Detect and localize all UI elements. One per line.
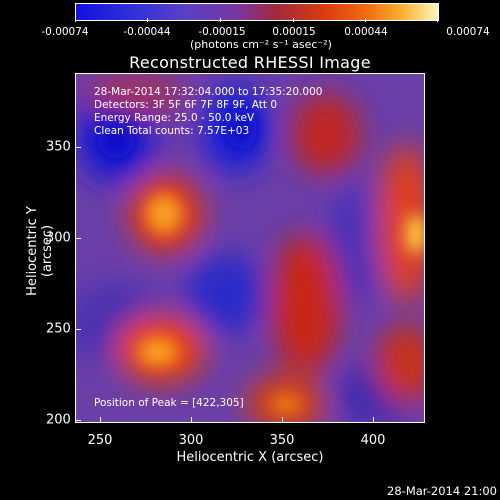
x-tick-label: 400: [360, 433, 386, 448]
y-tick-label: 250: [46, 321, 71, 337]
y-tick: [75, 238, 81, 239]
colorbar-tick-label: -0.00015: [198, 26, 246, 38]
x-tick-label: 350: [269, 433, 295, 448]
y-tick: [75, 147, 81, 148]
x-tick-label: 250: [87, 433, 113, 448]
y-tick-label: 300: [46, 230, 71, 246]
info-clean: Clean Total counts: 7.57E+03: [94, 125, 250, 137]
rhessi-image: 28-Mar-2014 17:32:04.000 to 17:35:20.000…: [75, 73, 425, 423]
y-tick-label: 350: [46, 139, 71, 155]
footer-timestamp: 28-Mar-2014 21:00: [387, 484, 497, 498]
colorbar-tick-label: -0.00044: [123, 26, 171, 38]
y-axis-label: Heliocentric Y (arcsec): [25, 206, 55, 296]
colorbar-tick-label: 0.00015: [272, 26, 316, 38]
info-time: 28-Mar-2014 17:32:04.000 to 17:35:20.000: [94, 86, 323, 98]
colorbar-tick-label: 0.00074: [446, 26, 490, 38]
x-tick: [282, 417, 283, 423]
heatmap-image: [76, 74, 424, 422]
x-tick: [191, 417, 192, 423]
colorbar-tick-label: -0.00074: [41, 26, 89, 38]
x-tick: [373, 417, 374, 423]
info-energy: Energy Range: 25.0 - 50.0 keV: [94, 112, 255, 124]
y-tick-label: 200: [46, 412, 71, 428]
colorbar-tick-label: 0.00044: [344, 26, 388, 38]
colorbar-ticks: [75, 0, 439, 30]
colorbar: [75, 3, 439, 21]
x-tick-label: 300: [178, 433, 204, 448]
x-axis-label: Heliocentric X (arcsec): [176, 450, 324, 465]
image-title: Reconstructed RHESSI Image: [129, 53, 371, 72]
peak-position: Position of Peak = [422,305]: [94, 397, 244, 409]
x-tick: [100, 417, 101, 423]
y-tick: [75, 420, 81, 421]
y-tick: [75, 329, 81, 330]
colorbar-units: (photons cm⁻² s⁻¹ asec⁻²): [190, 38, 332, 51]
info-detectors: Detectors: 3F 5F 6F 7F 8F 9F, Att 0: [94, 99, 278, 111]
